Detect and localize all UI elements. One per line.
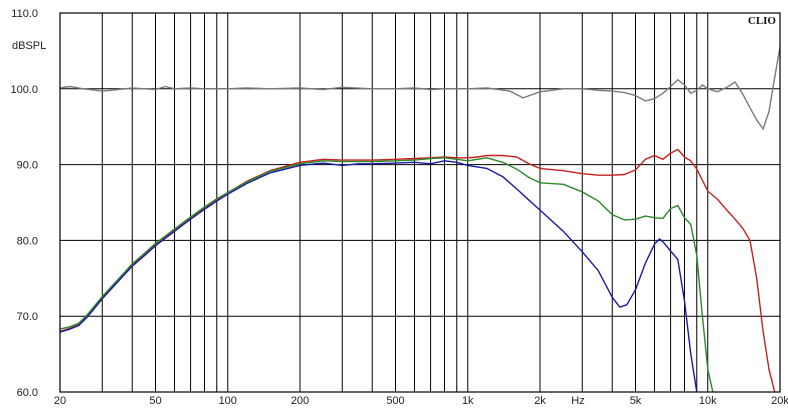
x-tick-label: 20 [54,395,66,407]
y-axis-label: dBSPL [12,40,46,52]
y-tick-labels: 110.0 100.0 90.0 80.0 70.0 60.0 [10,8,38,399]
y-tick-label: 80.0 [17,235,38,247]
x-tick-label: 200 [291,395,309,407]
x-tick-label: 2k [534,395,546,407]
x-tick-label: 5k [630,395,642,407]
series-curves [59,46,781,393]
x-tick-label: 1k [462,395,474,407]
x-axis-unit-label: Hz [571,395,584,407]
x-tick-label: 50 [149,395,161,407]
y-tick-label: 70.0 [17,311,38,323]
x-tick-labels: 20 50 100 200 500 1k 2k 5k 10k 20k [54,395,788,407]
y-tick-label: 60.0 [17,387,38,399]
series-line-3 [59,157,714,393]
x-tick-label: 100 [219,395,237,407]
plot-frame [59,12,781,393]
y-tick-label: 110.0 [11,8,38,20]
x-tick-label: 10k [699,395,717,407]
brand-label: CLIO [748,15,777,27]
x-tick-label: 20k [771,395,788,407]
y-tick-label: 100.0 [10,84,38,96]
x-tick-label: 500 [386,395,404,407]
series-line-4 [59,160,698,393]
series-line-1 [59,46,781,130]
y-tick-label: 90.0 [17,160,38,172]
